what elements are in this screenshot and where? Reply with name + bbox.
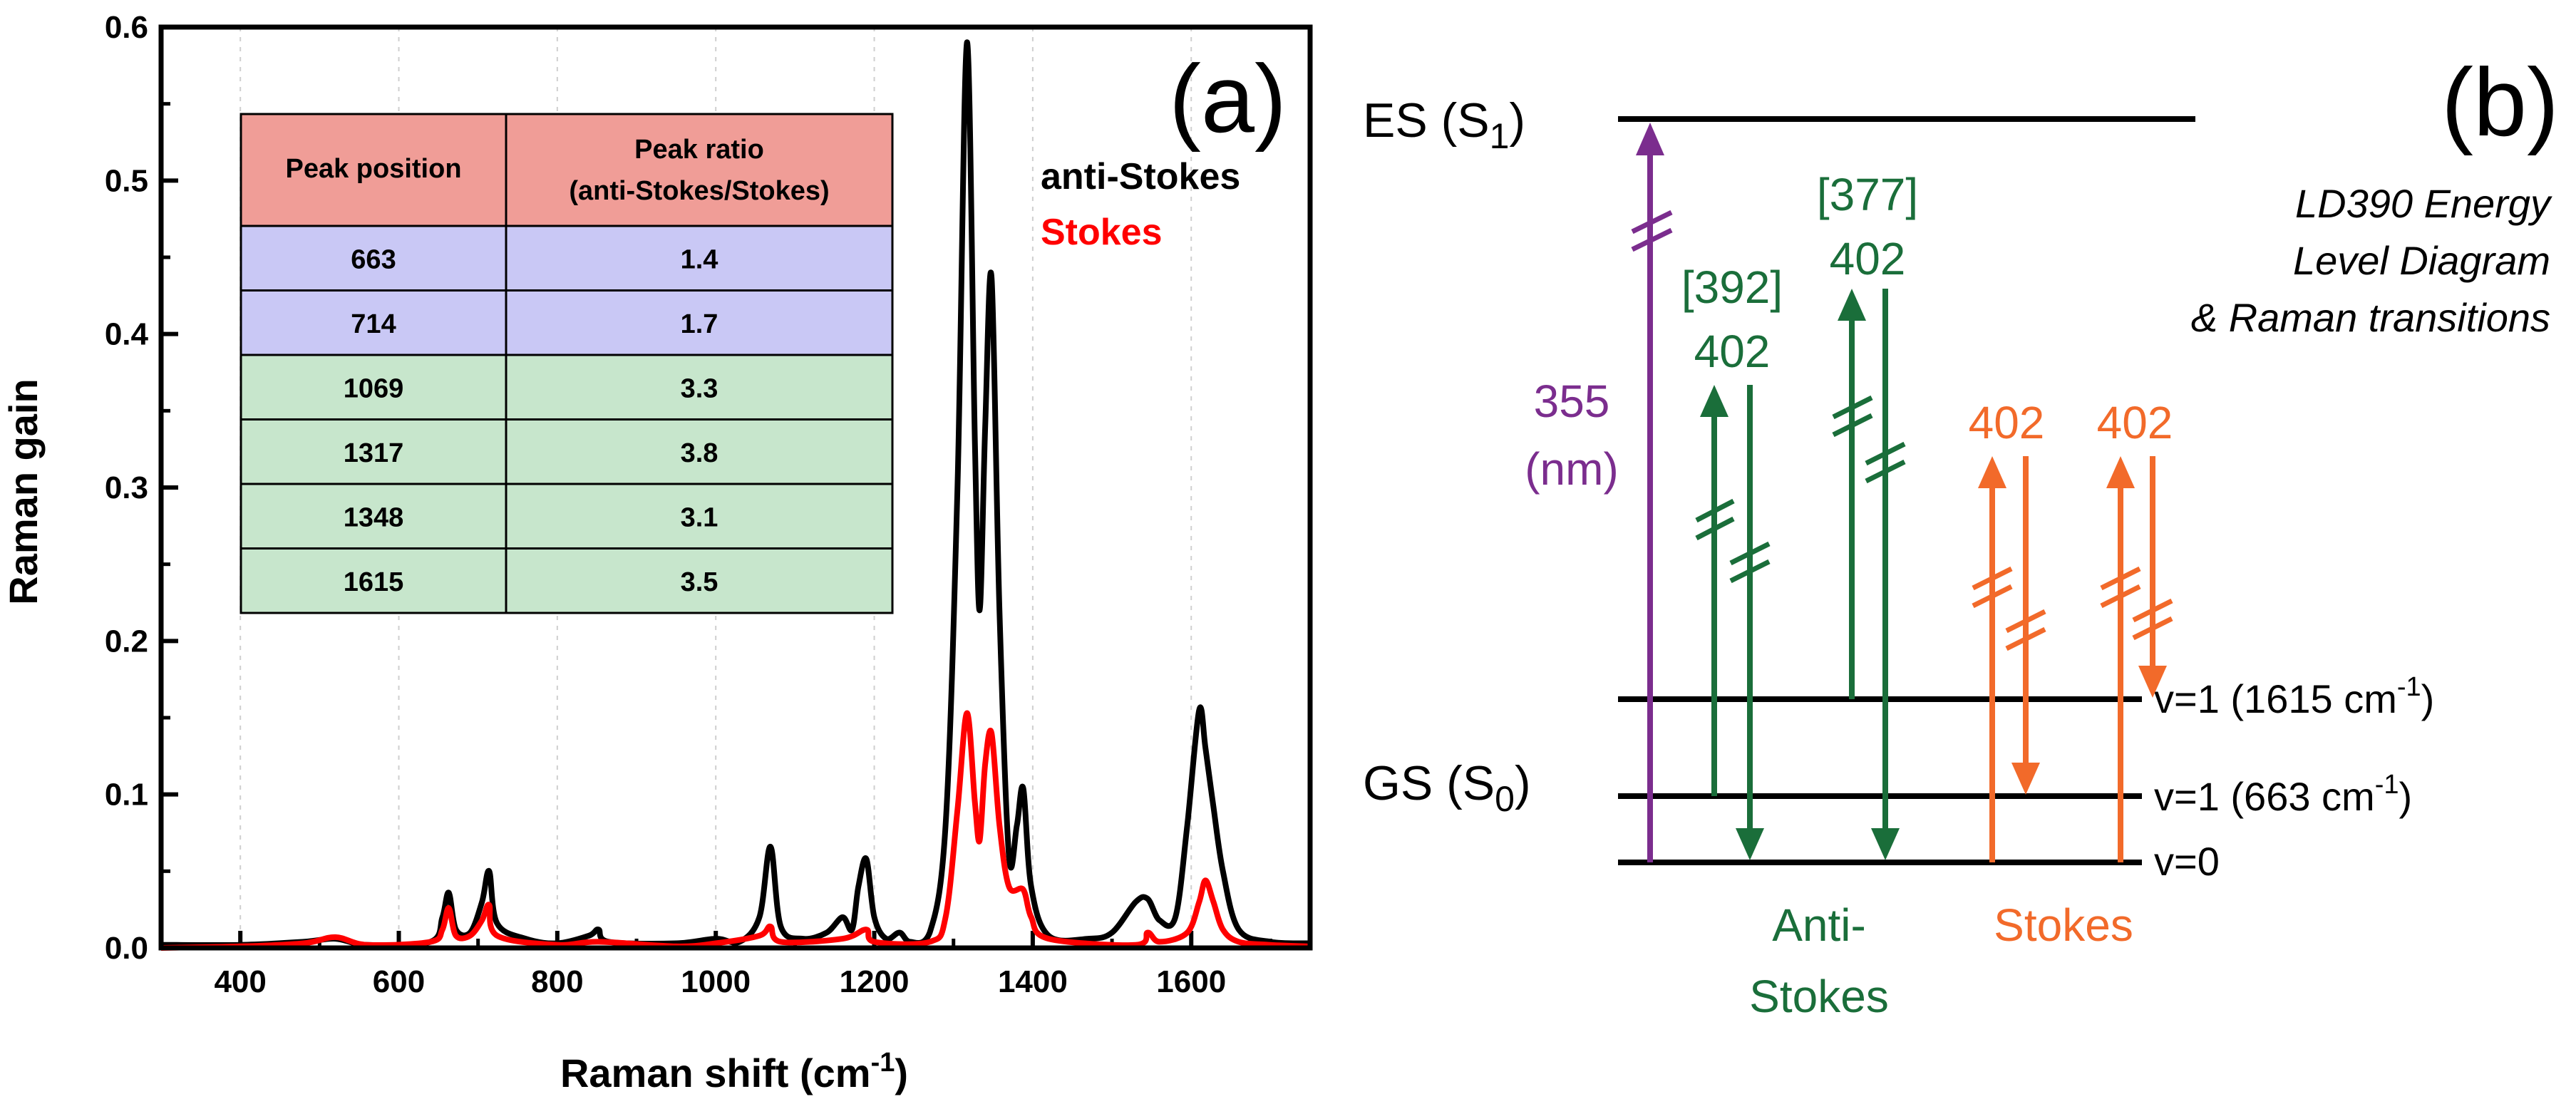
peak-ratio-table: 663 1.4 714 1.7 1069 3.3 1317 3.8 1348 3.1 1615 3.5…	[239, 113, 894, 614]
table-cell-position: 663	[351, 244, 396, 274]
y-tick-label: 0.1	[105, 778, 148, 813]
stokes-arrows-663	[1972, 456, 2046, 862]
table-header-ratio: Peak ratio	[634, 135, 764, 165]
panel-b: ES (S1) GS (S0) v=1 (1615 cm-1) v=1 (663…	[1363, 48, 2559, 1022]
legend-stokes: Stokes	[1041, 212, 1163, 253]
table-cell-position: 1348	[344, 502, 404, 532]
panel-b-label: (b)	[2441, 48, 2559, 156]
table-cell-ratio: 1.7	[681, 309, 718, 339]
x-tick-label: 1200	[840, 964, 910, 999]
plot-frame	[158, 24, 1313, 951]
pump-arrow	[1631, 123, 1673, 862]
table-row	[241, 290, 892, 355]
gs-label: GS (S0)	[1363, 756, 1531, 819]
table-header-cell	[506, 114, 892, 226]
diagram-caption-line-1: LD390 Energy	[2295, 181, 2552, 226]
series-anti-stokes-line	[160, 39, 1311, 949]
diagram-caption-line-2: Level Diagram	[2293, 238, 2550, 283]
panel-a-label: (a)	[1169, 45, 1287, 153]
table-row	[241, 419, 892, 484]
table-header-cell	[241, 114, 506, 226]
v1-663-label: v=1 (663 cm-1)	[2154, 770, 2412, 819]
v1-1615-label: v=1 (1615 cm-1)	[2154, 672, 2434, 721]
anti-stokes-arrows-1615	[1832, 289, 1906, 860]
x-tick-label: 600	[373, 964, 425, 999]
anti-stokes-1-bracket: [392]	[1681, 262, 1783, 313]
x-tick-label: 1600	[1156, 964, 1226, 999]
stokes-1-value: 402	[1969, 397, 2045, 448]
table-cell-position: 1615	[344, 567, 404, 597]
y-tick-label: 0.3	[105, 470, 148, 505]
table-row	[241, 355, 892, 420]
table-cell-position: 1317	[344, 438, 404, 468]
table-header-ratio-sub: (anti-Stokes/Stokes)	[569, 176, 829, 206]
y-tick-label: 0.0	[105, 931, 148, 966]
table-cell-ratio: 3.3	[681, 373, 718, 403]
x-tick-label: 1400	[998, 964, 1068, 999]
anti-stokes-2-value: 402	[1830, 233, 1906, 284]
anti-stokes-caption-line-2: Stokes	[1749, 971, 1889, 1022]
table-cell-ratio: 3.8	[681, 438, 718, 468]
x-tick-label: 400	[214, 964, 266, 999]
pump-unit: (nm)	[1525, 443, 1619, 495]
table-cell-position: 714	[351, 309, 396, 339]
anti-stokes-caption-line-1: Anti-	[1772, 899, 1866, 951]
anti-stokes-2-bracket: [377]	[1817, 169, 1918, 220]
anti-stokes-arrows-663	[1695, 385, 1771, 860]
table-cell-position: 1069	[344, 373, 404, 403]
y-tick-label: 0.2	[105, 624, 148, 659]
table-grid-lines	[239, 113, 894, 614]
table-header-position: Peak position	[285, 154, 461, 184]
y-tick-label: 0.6	[105, 10, 148, 45]
x-tick-label: 800	[531, 964, 583, 999]
legend-anti-stokes: anti-Stokes	[1041, 156, 1240, 197]
table-cell-ratio: 3.1	[681, 502, 718, 532]
v0-label: v=0	[2154, 839, 2220, 884]
x-axis-ticks: 400 600 800 1000 1200 1400 1600	[159, 931, 1272, 999]
table-row	[241, 226, 892, 291]
y-tick-label: 0.4	[105, 317, 149, 352]
stokes-arrows-1615	[2100, 456, 2173, 862]
table-cell-ratio: 1.4	[681, 244, 718, 274]
y-tick-label: 0.5	[105, 163, 148, 198]
y-axis-title: Raman gain	[1, 378, 46, 604]
y-axis-ticks: 0.0 0.1 0.2 0.3 0.4 0.5 0.6	[105, 10, 178, 966]
stokes-2-value: 402	[2097, 397, 2173, 448]
table-cell-ratio: 3.5	[681, 567, 718, 597]
table-rows: 663 1.4 714 1.7 1069 3.3 1317 3.8 1348 3.1 1615 3.5	[241, 226, 892, 613]
pump-wavelength: 355	[1534, 376, 1610, 427]
x-axis-title: Raman shift (cm-1)	[560, 1048, 908, 1095]
series-stokes-line	[160, 710, 1311, 951]
x-tick-label: 1000	[681, 964, 751, 999]
panel-a: 0.0 0.1 0.2 0.3 0.4 0.5 0.6 400 600 800 1000 1200 1…	[1, 10, 1313, 1095]
table-row	[241, 548, 892, 613]
anti-stokes-1-value: 402	[1694, 326, 1771, 377]
diagram-caption-line-3: & Raman transitions	[2191, 295, 2550, 340]
stokes-caption: Stokes	[1994, 899, 2133, 951]
es-label: ES (S1)	[1363, 93, 1525, 156]
table-row	[241, 484, 892, 549]
